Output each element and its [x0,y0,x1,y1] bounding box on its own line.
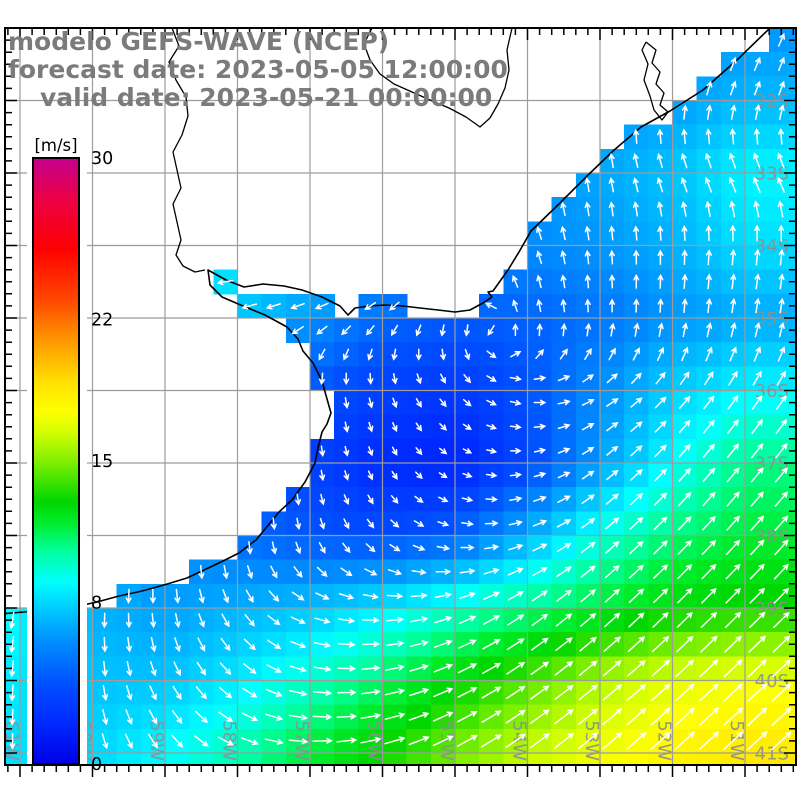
coastline [5,28,771,615]
svg-text:8: 8 [91,593,102,613]
wind-arrows [8,32,792,751]
ocean-speed-field [5,28,796,765]
svg-text:55W: 55W [436,720,457,761]
svg-text:30: 30 [91,149,113,169]
svg-text:39S: 39S [755,599,789,620]
svg-text:32S: 32S [755,91,789,112]
svg-text:52W: 52W [654,720,675,761]
axis-tick-labels: 61W60W59W58W57W56W55W54W53W52W51W32S33S3… [1,91,789,765]
svg-text:41S: 41S [755,744,789,765]
svg-text:15: 15 [91,452,113,472]
svg-text:22: 22 [91,311,113,331]
svg-text:51W: 51W [726,720,747,761]
svg-text:53W: 53W [581,720,602,761]
svg-text:40S: 40S [755,671,789,692]
svg-text:54W: 54W [509,720,530,761]
svg-text:58W: 58W [219,720,240,761]
map-frame-and-ticks [4,27,797,777]
svg-text:35S: 35S [755,309,789,330]
svg-text:59W: 59W [146,720,167,761]
colorbar-unit-label: [m/s] [34,136,77,155]
svg-text:36S: 36S [755,381,789,402]
latlon-grid-lines [5,28,796,765]
